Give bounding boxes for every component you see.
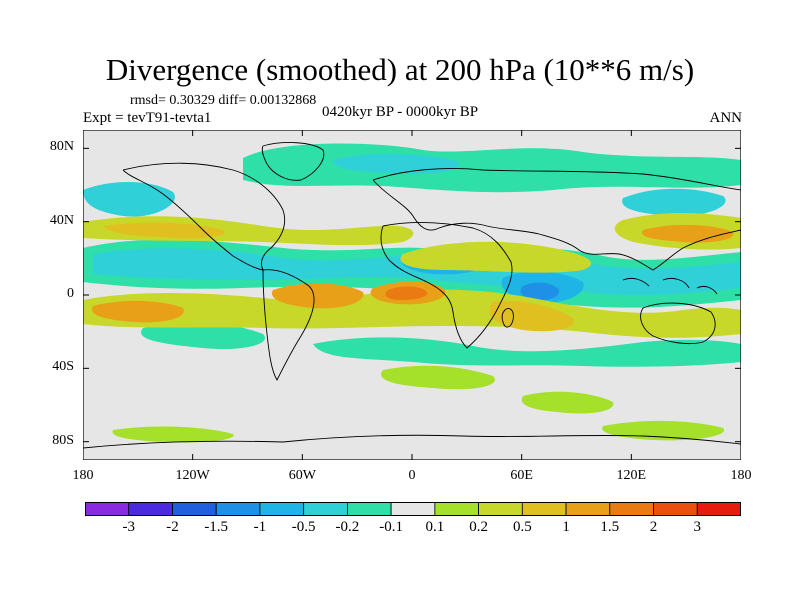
colorbar-label: -0.2 <box>335 519 360 535</box>
negative-band-south-pacific <box>141 322 265 350</box>
positive-band-south-pacific-core <box>91 300 184 323</box>
negative-band-pacific-west <box>83 181 175 217</box>
lon-tick-label: 60W <box>288 468 316 483</box>
lon-tick-label: 180 <box>72 468 94 483</box>
colorbar-label: 1.5 <box>600 519 620 535</box>
coast-maritime-continent <box>622 277 718 295</box>
colorbar-cell <box>653 502 698 516</box>
colorbar-cell <box>565 502 611 516</box>
lon-tick-label: 120E <box>616 468 647 483</box>
lat-tick-label: 40S <box>52 359 74 375</box>
coastlines <box>83 142 741 449</box>
season-label: ANN <box>709 110 743 126</box>
negative-band-pacific-northwest <box>622 188 726 217</box>
divergence-field <box>83 143 741 443</box>
positive-band-high-south <box>381 365 495 390</box>
colorbar-cell <box>521 502 567 516</box>
colorbar-cell <box>172 502 217 516</box>
colorbar-cell <box>215 502 261 516</box>
lat-tick-label: 40N <box>49 212 74 228</box>
positive-band-atlantic-peak <box>385 286 428 300</box>
positive-band-south-tropics <box>83 289 741 338</box>
experiment-label: Expt = tevT91-tevta1 <box>83 110 212 126</box>
colorbar-cell <box>478 502 523 516</box>
colorbar-cell <box>434 502 480 516</box>
colorbar-label: -0.1 <box>379 519 403 535</box>
colorbar-label: -0.5 <box>291 519 316 535</box>
lat-tick-label: 0 <box>67 286 74 301</box>
coast-greenland <box>261 142 325 181</box>
coast-north-america <box>122 162 286 271</box>
coast-australia <box>640 302 716 345</box>
colorbar-cell <box>85 502 130 516</box>
colorbar-cell <box>696 502 741 516</box>
positive-band-south-america-core <box>271 283 364 309</box>
lat-tick-label: 80N <box>49 139 74 155</box>
colorbar-cell <box>128 502 173 516</box>
colorbar-label: -1 <box>253 519 267 535</box>
chart-title: Divergence (smoothed) at 200 hPa (10**6 … <box>105 52 695 87</box>
lon-tick-label: 0 <box>408 468 416 483</box>
colorbar-cell <box>259 502 305 516</box>
colorbar-label: 0.5 <box>512 519 532 535</box>
positive-band-antarctic <box>112 426 234 443</box>
colorbar-label: 0.2 <box>469 519 488 535</box>
period-label: 0420kyr BP - 0000kyr BP <box>322 104 479 120</box>
colorbar-cell <box>346 502 392 516</box>
coast-eurasia <box>372 168 741 271</box>
negative-band-southern <box>313 337 741 367</box>
lon-tick-label: 60E <box>510 468 533 483</box>
colorbar-cell <box>303 502 348 516</box>
colorbar-label: 3 <box>693 519 702 535</box>
colorbar-label: 1 <box>562 519 570 535</box>
positive-band-north-africa <box>400 241 592 273</box>
coast-africa <box>380 221 513 349</box>
lon-tick-label: 180 <box>730 468 752 483</box>
colorbar <box>85 502 741 516</box>
colorbar-cell <box>390 502 436 516</box>
lat-tick-label: 80S <box>52 432 74 448</box>
coast-south-america <box>262 269 315 381</box>
coast-antarctica <box>83 434 741 449</box>
positive-band-high-south-east <box>521 391 614 414</box>
colorbar-label: -1.5 <box>204 519 229 535</box>
rmsd-diff-stats: rmsd= 0.30329 diff= 0.00132868 <box>130 93 317 108</box>
axis-ticks <box>83 130 741 460</box>
positive-band-asia-core <box>641 224 734 243</box>
lon-tick-label: 120W <box>175 468 210 483</box>
colorbar-label: 2 <box>649 519 658 535</box>
colorbar-label: 0.1 <box>425 519 445 535</box>
coast-madagascar <box>501 308 514 328</box>
colorbar-label: -2 <box>166 519 179 535</box>
colorbar-cell <box>609 502 654 516</box>
colorbar-label: -3 <box>122 519 135 535</box>
negative-band-indian-peak <box>520 282 560 301</box>
divergence-map <box>83 130 741 460</box>
positive-band-north-pacific-core <box>103 222 225 239</box>
colorbar-outline <box>85 502 741 516</box>
